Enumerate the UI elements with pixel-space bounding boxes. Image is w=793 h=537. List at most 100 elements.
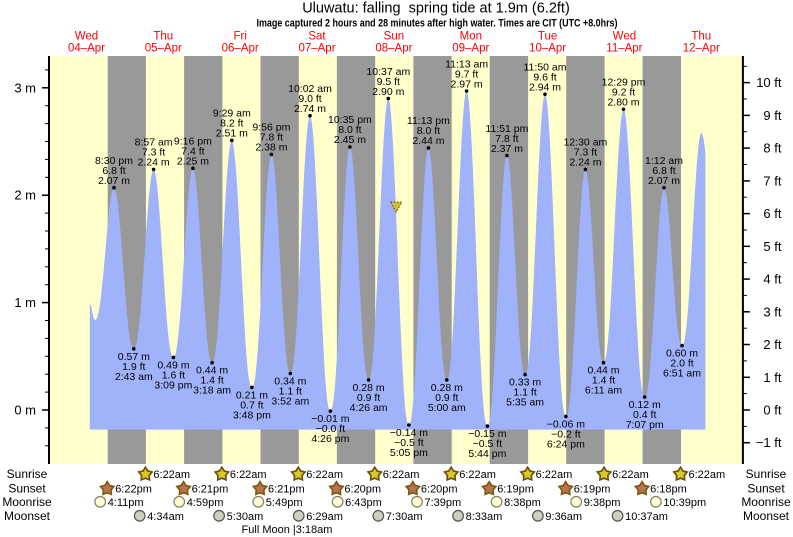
svg-text:6:21pm: 6:21pm xyxy=(268,484,305,496)
svg-text:3:48 pm: 3:48 pm xyxy=(233,409,271,421)
svg-text:09–Apr: 09–Apr xyxy=(452,43,489,55)
svg-text:−0.14 m: −0.14 m xyxy=(390,427,428,439)
svg-text:7.4 ft: 7.4 ft xyxy=(181,146,204,158)
svg-text:6:22am: 6:22am xyxy=(153,469,190,481)
svg-text:10:39pm: 10:39pm xyxy=(663,497,706,509)
svg-text:08–Apr: 08–Apr xyxy=(375,43,412,55)
svg-text:−0.0 ft: −0.0 ft xyxy=(316,423,346,435)
svg-text:Tue: Tue xyxy=(538,30,557,42)
svg-text:6:19pm: 6:19pm xyxy=(574,484,611,496)
svg-text:0.21 m: 0.21 m xyxy=(236,389,268,401)
svg-text:Sat: Sat xyxy=(308,30,326,42)
svg-text:Thu: Thu xyxy=(153,30,173,42)
svg-text:2.38 m: 2.38 m xyxy=(255,142,287,154)
svg-text:9.2 ft: 9.2 ft xyxy=(612,87,635,99)
svg-text:−0.15 m: −0.15 m xyxy=(468,428,506,440)
svg-text:8 ft: 8 ft xyxy=(763,141,781,156)
svg-text:10 ft: 10 ft xyxy=(756,75,782,90)
svg-text:Moonset: Moonset xyxy=(4,509,51,523)
svg-text:8.2 ft: 8.2 ft xyxy=(220,118,243,130)
svg-text:1.1 ft: 1.1 ft xyxy=(279,386,302,398)
svg-text:10:37 am: 10:37 am xyxy=(366,66,410,78)
svg-text:1 ft: 1 ft xyxy=(763,370,781,385)
svg-text:9.5 ft: 9.5 ft xyxy=(377,76,400,88)
svg-text:8:57 am: 8:57 am xyxy=(135,137,173,149)
svg-text:−0.06 m: −0.06 m xyxy=(547,418,585,430)
svg-text:6:24 pm: 6:24 pm xyxy=(547,438,585,450)
svg-text:1.1 ft: 1.1 ft xyxy=(513,387,536,399)
svg-text:2.25 m: 2.25 m xyxy=(177,156,209,168)
svg-text:3:09 pm: 3:09 pm xyxy=(154,379,192,391)
svg-text:0 ft: 0 ft xyxy=(763,403,781,418)
svg-text:7.8 ft: 7.8 ft xyxy=(260,132,283,144)
svg-text:7:30am: 7:30am xyxy=(386,511,423,523)
svg-text:Wed: Wed xyxy=(613,30,636,42)
svg-text:6:20pm: 6:20pm xyxy=(344,484,381,496)
svg-text:0.9 ft: 0.9 ft xyxy=(435,392,458,404)
svg-text:Thu: Thu xyxy=(691,30,711,42)
svg-text:0.44 m: 0.44 m xyxy=(587,365,619,377)
svg-text:6:22am: 6:22am xyxy=(612,469,649,481)
svg-text:2.90 m: 2.90 m xyxy=(372,86,404,98)
svg-text:2.24 m: 2.24 m xyxy=(569,157,601,169)
svg-text:2 m: 2 m xyxy=(14,188,36,203)
svg-text:11:50 am: 11:50 am xyxy=(524,62,567,74)
svg-text:−0.01 m: −0.01 m xyxy=(311,413,349,425)
svg-text:07–Apr: 07–Apr xyxy=(298,43,335,55)
svg-text:4:26 am: 4:26 am xyxy=(350,402,388,414)
svg-text:7.3 ft: 7.3 ft xyxy=(142,147,165,159)
svg-text:Sunrise: Sunrise xyxy=(7,467,48,481)
svg-text:05–Apr: 05–Apr xyxy=(145,43,182,55)
svg-text:7 ft: 7 ft xyxy=(763,173,781,188)
svg-text:6:18pm: 6:18pm xyxy=(650,484,687,496)
svg-text:2:43 am: 2:43 am xyxy=(115,371,153,383)
svg-text:12:30 am: 12:30 am xyxy=(564,137,608,149)
svg-text:Sunset: Sunset xyxy=(8,482,46,496)
svg-text:−0.2 ft: −0.2 ft xyxy=(551,428,581,440)
svg-text:5:49pm: 5:49pm xyxy=(266,497,303,509)
svg-text:4:11pm: 4:11pm xyxy=(108,497,144,509)
svg-text:6:51 am: 6:51 am xyxy=(663,368,701,380)
svg-text:9:38pm: 9:38pm xyxy=(584,497,621,509)
svg-text:Full Moon |3:18am: Full Moon |3:18am xyxy=(242,524,333,536)
svg-text:1:12 am: 1:12 am xyxy=(645,155,683,167)
svg-text:6:20pm: 6:20pm xyxy=(421,484,458,496)
svg-text:0 m: 0 m xyxy=(14,403,36,418)
svg-text:9:36am: 9:36am xyxy=(545,511,582,523)
svg-text:06–Apr: 06–Apr xyxy=(222,43,259,55)
svg-text:6:22am: 6:22am xyxy=(306,469,343,481)
svg-text:2.07 m: 2.07 m xyxy=(98,175,130,187)
svg-text:5 ft: 5 ft xyxy=(763,239,781,254)
svg-text:8:30 pm: 8:30 pm xyxy=(95,155,133,167)
svg-text:2.07 m: 2.07 m xyxy=(648,175,680,187)
svg-text:11–Apr: 11–Apr xyxy=(606,43,642,55)
svg-text:6.8 ft: 6.8 ft xyxy=(102,165,125,177)
svg-text:3:52 am: 3:52 am xyxy=(271,396,309,408)
svg-text:8:33am: 8:33am xyxy=(466,511,503,523)
svg-text:10:37am: 10:37am xyxy=(625,511,668,523)
svg-text:0.57 m: 0.57 m xyxy=(118,351,150,363)
svg-text:2.97 m: 2.97 m xyxy=(451,78,483,90)
svg-text:Moonset: Moonset xyxy=(743,509,790,523)
svg-text:3 ft: 3 ft xyxy=(763,304,781,319)
svg-text:4:34am: 4:34am xyxy=(147,511,184,523)
svg-text:7.3 ft: 7.3 ft xyxy=(574,147,597,159)
svg-text:6:22am: 6:22am xyxy=(459,469,496,481)
svg-text:6:22am: 6:22am xyxy=(689,469,726,481)
svg-text:6:21pm: 6:21pm xyxy=(192,484,229,496)
svg-text:6.8 ft: 6.8 ft xyxy=(652,165,675,177)
svg-text:04–Apr: 04–Apr xyxy=(68,43,105,55)
svg-text:12–Apr: 12–Apr xyxy=(683,43,720,55)
svg-text:Fri: Fri xyxy=(233,30,246,42)
svg-text:6:43pm: 6:43pm xyxy=(345,497,382,509)
svg-text:0.4 ft: 0.4 ft xyxy=(633,409,656,421)
svg-text:11:13 am: 11:13 am xyxy=(445,58,488,70)
svg-text:2.0 ft: 2.0 ft xyxy=(670,358,693,370)
svg-text:6:19pm: 6:19pm xyxy=(497,484,534,496)
svg-text:6:22am: 6:22am xyxy=(383,469,420,481)
svg-text:9:56 pm: 9:56 pm xyxy=(252,122,290,134)
svg-text:9:16 pm: 9:16 pm xyxy=(174,136,212,148)
svg-text:1.4 ft: 1.4 ft xyxy=(592,375,615,387)
svg-text:−0.5 ft: −0.5 ft xyxy=(473,438,503,450)
svg-text:10–Apr: 10–Apr xyxy=(529,43,566,55)
